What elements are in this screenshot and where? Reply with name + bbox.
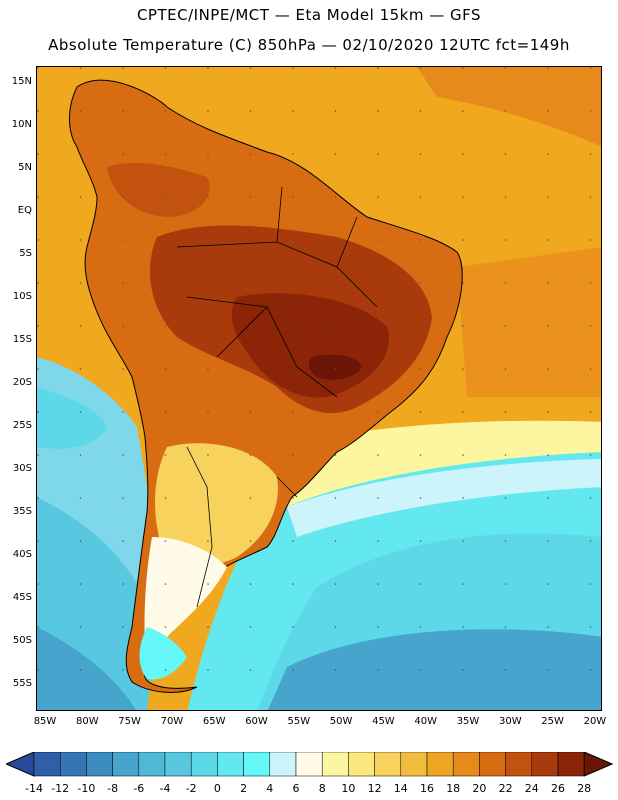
lat-label: 40S — [12, 549, 32, 560]
lat-label: 45S — [12, 592, 32, 603]
lon-label: 20W — [583, 716, 607, 727]
colorbar-label: 28 — [577, 782, 592, 795]
lat-label: 50S — [12, 635, 32, 646]
lon-label: 60W — [245, 716, 268, 727]
lon-label: 85W — [33, 716, 57, 727]
colorbar-swatch — [33, 752, 61, 777]
colorbar-swatch — [505, 752, 533, 777]
colorbar-swatch — [531, 752, 559, 777]
colorbar-swatch — [269, 752, 297, 777]
colorbar-label: 26 — [551, 782, 565, 795]
lon-label: 70W — [160, 716, 184, 727]
colorbar-swatch — [138, 752, 166, 777]
lon-label: 55W — [287, 716, 311, 727]
colorbar-swatch — [400, 752, 428, 777]
colorbar-swatch — [243, 752, 271, 777]
colorbar-label: 6 — [292, 782, 300, 795]
lon-label: 35W — [456, 716, 480, 727]
colorbar-swatch — [374, 752, 402, 777]
lat-label: 5N — [18, 162, 32, 173]
lat-label: 15S — [12, 334, 32, 345]
colorbar-swatch — [59, 752, 87, 777]
lon-label: 80W — [75, 716, 99, 727]
lat-label: 35S — [12, 506, 32, 517]
lat-label: 30S — [12, 463, 32, 474]
colorbar-swatch — [164, 752, 192, 777]
colorbar-swatch — [112, 752, 140, 777]
colorbar-label: 24 — [524, 782, 539, 795]
colorbar-label: -4 — [159, 782, 171, 795]
colorbar-label: -10 — [77, 782, 96, 795]
colorbar-label: 22 — [498, 782, 513, 795]
lon-label: 25W — [541, 716, 564, 727]
lat-label: 10S — [12, 291, 32, 302]
colorbar-arrow-low — [6, 752, 35, 777]
lat-label: EQ — [17, 205, 32, 216]
colorbar-label: -12 — [51, 782, 70, 795]
graticule — [37, 67, 601, 710]
colorbar-swatch — [557, 752, 585, 777]
colorbar-swatch — [217, 752, 244, 777]
colorbar-label: 8 — [318, 782, 326, 795]
lat-label: 55S — [12, 678, 32, 689]
map-canvas — [37, 67, 601, 710]
colorbar-label: 10 — [341, 782, 356, 795]
colorbar-label: 0 — [213, 782, 221, 795]
lat-label: 5S — [19, 248, 32, 259]
lon-label: 40W — [414, 716, 437, 727]
lon-label: 50W — [329, 716, 353, 727]
colorbar-swatch — [426, 752, 454, 777]
lat-label: 10N — [11, 119, 32, 130]
colorbar-swatch — [190, 752, 218, 777]
colorbar-label: 4 — [266, 782, 274, 795]
colorbar-swatch — [348, 752, 375, 777]
colorbar-arrow-high — [583, 752, 614, 777]
colorbar — [6, 752, 614, 777]
lat-label: 20S — [12, 377, 32, 388]
colorbar-label: 16 — [420, 782, 434, 795]
lon-label: 75W — [118, 716, 141, 727]
colorbar-swatch — [86, 752, 113, 777]
colorbar-label: -2 — [185, 782, 197, 795]
lon-label: 30W — [498, 716, 522, 727]
lat-label: 25S — [12, 420, 32, 431]
lon-label: 65W — [202, 716, 226, 727]
colorbar-label: 2 — [240, 782, 248, 795]
lon-label: 45W — [372, 716, 395, 727]
chart-title-line2: Absolute Temperature (C) 850hPa — 02/10/… — [48, 36, 570, 54]
colorbar-swatch — [452, 752, 480, 777]
temperature-map[interactable] — [36, 66, 602, 711]
lat-label: 15N — [11, 76, 32, 87]
colorbar-label: -6 — [133, 782, 145, 795]
chart-title-line1: CPTEC/INPE/MCT — Eta Model 15km — GFS — [136, 6, 482, 24]
colorbar-label: 18 — [446, 782, 461, 795]
colorbar-label: -14 — [25, 782, 43, 795]
colorbar-label: -8 — [107, 782, 119, 795]
colorbar-swatch — [321, 752, 349, 777]
colorbar-swatch — [295, 752, 323, 777]
colorbar-label: 14 — [393, 782, 408, 795]
colorbar-label: 20 — [472, 782, 487, 795]
colorbar-label: 12 — [367, 782, 382, 795]
colorbar-swatch — [479, 752, 506, 777]
